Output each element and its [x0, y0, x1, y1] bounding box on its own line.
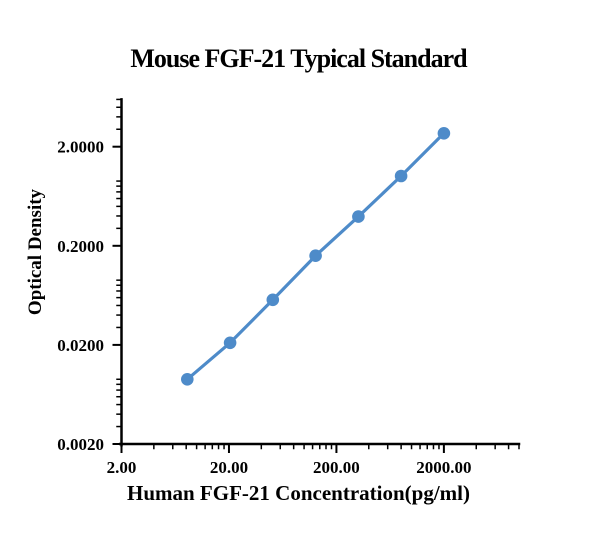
- data-point-marker: [181, 373, 194, 386]
- data-point-marker: [223, 336, 237, 350]
- chart-title: Mouse FGF-21 Typical Standard: [130, 44, 467, 73]
- y-tick-label: 0.0200: [57, 336, 104, 355]
- x-tick-label: 2.00: [107, 458, 137, 477]
- x-axis-title: Human FGF-21 Concentration(pg/ml): [127, 481, 470, 505]
- data-point-marker: [309, 249, 322, 262]
- x-tick-label: 2000.00: [416, 458, 471, 477]
- data-point-marker: [352, 210, 365, 223]
- data-point-marker: [266, 293, 280, 307]
- data-point-marker: [437, 127, 451, 140]
- y-tick-label: 2.0000: [57, 138, 104, 157]
- x-tick-label: 20.00: [210, 458, 248, 477]
- y-tick-label: 0.2000: [57, 237, 104, 256]
- x-tick-label: 200.00: [313, 458, 360, 477]
- y-tick-label: 0.0020: [57, 435, 104, 454]
- data-point-marker: [394, 169, 408, 183]
